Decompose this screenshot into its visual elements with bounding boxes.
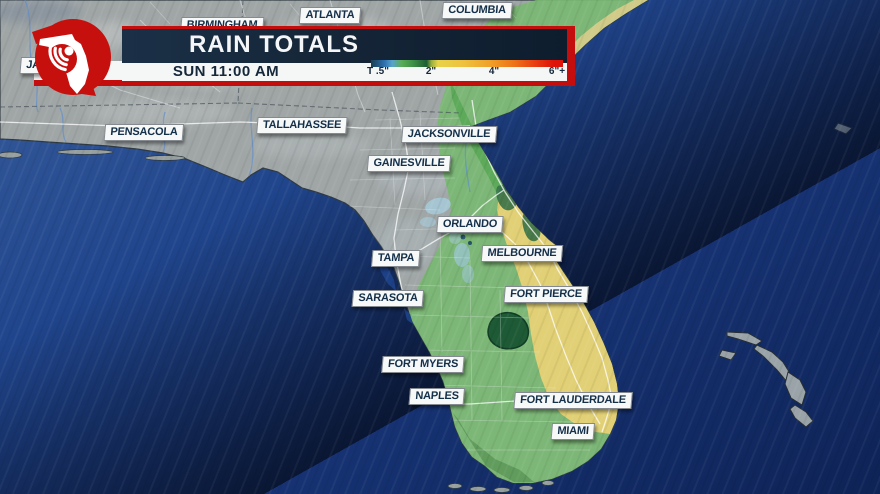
islands-keys xyxy=(0,149,555,493)
city-label-tallahassee: TALLAHASSEE xyxy=(256,117,348,134)
city-label-sarasota: SARASOTA xyxy=(351,290,425,307)
city-label-atlanta: ATLANTA xyxy=(298,7,362,24)
scale-tick-2in: 2" xyxy=(425,66,437,77)
rain-scale-ticks: T .5" 2" 4" 6"+ xyxy=(352,66,567,80)
lake-dot xyxy=(468,241,472,245)
city-label-fort-lauderdale: FORT LAUDERDALE xyxy=(513,392,633,409)
city-label-pensacola: PENSACOLA xyxy=(103,124,185,141)
city-label-tampa: TAMPA xyxy=(371,250,421,267)
bays xyxy=(378,262,413,324)
city-label-fort-pierce: FORT PIERCE xyxy=(503,286,589,303)
highway-i95 xyxy=(471,99,613,433)
city-label-columbia: COLUMBIA xyxy=(441,2,513,19)
everglades-dark-green xyxy=(452,412,534,482)
scale-tick-trace: T .5" xyxy=(367,66,389,77)
city-label-naples: NAPLES xyxy=(408,388,466,405)
rain-scale-gradient xyxy=(371,60,563,67)
city-label-melbourne: MELBOURNE xyxy=(480,245,564,262)
city-label-fort-myers: FORT MYERS xyxy=(381,356,465,373)
city-label-orlando: ORLANDO xyxy=(436,216,504,233)
lake-okeechobee-heavy-rain xyxy=(487,311,530,350)
banner-white-strip xyxy=(122,63,567,81)
rain-trace-blue-patches xyxy=(420,197,474,283)
lake-dot xyxy=(460,234,466,240)
city-label-jacksonville: JACKSONVILLE xyxy=(400,126,498,143)
page-title: RAIN TOTALS xyxy=(188,31,360,58)
header-banner: RAIN TOTALS SUN 11:00 AM T .5" 2" 4" 6"+ xyxy=(122,26,575,86)
forecast-timestamp: SUN 11:00 AM xyxy=(172,63,280,80)
scale-tick-4in: 4" xyxy=(488,66,500,77)
florida-silhouette-icon xyxy=(39,34,89,94)
county-lines xyxy=(149,1,590,451)
city-label-miami: MIAMI xyxy=(550,423,596,440)
scale-tick-6in: 6"+ xyxy=(548,66,566,77)
radar-icon xyxy=(47,44,77,74)
highway-i10 xyxy=(0,121,471,129)
city-label-gainesville: GAINESVILLE xyxy=(366,155,452,172)
bahamas-islands xyxy=(718,122,853,428)
station-logo xyxy=(32,19,111,96)
